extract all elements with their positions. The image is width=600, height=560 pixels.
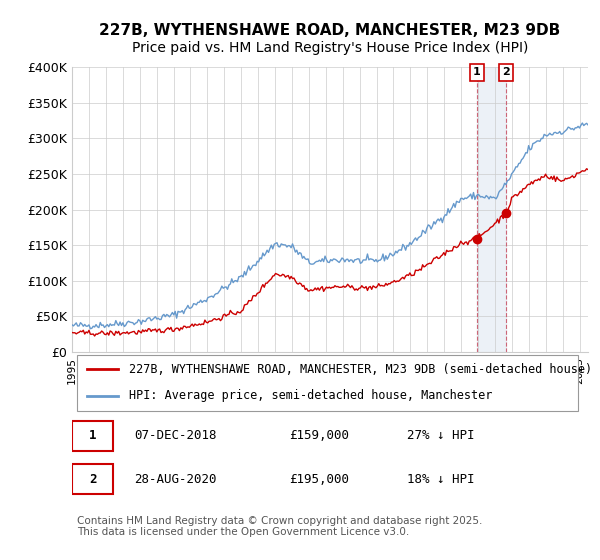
Text: £159,000: £159,000: [289, 429, 349, 442]
Bar: [477, 67, 506, 352]
Text: 18% ↓ HPI: 18% ↓ HPI: [407, 473, 475, 486]
Text: 28-AUG-2020: 28-AUG-2020: [134, 473, 217, 486]
Text: Price paid vs. HM Land Registry's House Price Index (HPI): Price paid vs. HM Land Registry's House …: [132, 41, 528, 55]
Text: 227B, WYTHENSHAWE ROAD, MANCHESTER, M23 9DB: 227B, WYTHENSHAWE ROAD, MANCHESTER, M23 …: [100, 24, 560, 38]
FancyBboxPatch shape: [72, 421, 113, 450]
FancyBboxPatch shape: [72, 464, 113, 494]
Text: 1: 1: [89, 429, 97, 442]
Text: 2: 2: [89, 473, 97, 486]
Text: £195,000: £195,000: [289, 473, 349, 486]
Text: HPI: Average price, semi-detached house, Manchester: HPI: Average price, semi-detached house,…: [129, 389, 492, 402]
Text: 2: 2: [502, 67, 510, 77]
Text: 27% ↓ HPI: 27% ↓ HPI: [407, 429, 475, 442]
Text: 07-DEC-2018: 07-DEC-2018: [134, 429, 217, 442]
Text: 227B, WYTHENSHAWE ROAD, MANCHESTER, M23 9DB (semi-detached house): 227B, WYTHENSHAWE ROAD, MANCHESTER, M23 …: [129, 363, 592, 376]
Text: 1: 1: [473, 67, 481, 77]
FancyBboxPatch shape: [77, 355, 578, 411]
Text: Contains HM Land Registry data © Crown copyright and database right 2025.
This d: Contains HM Land Registry data © Crown c…: [77, 516, 482, 537]
